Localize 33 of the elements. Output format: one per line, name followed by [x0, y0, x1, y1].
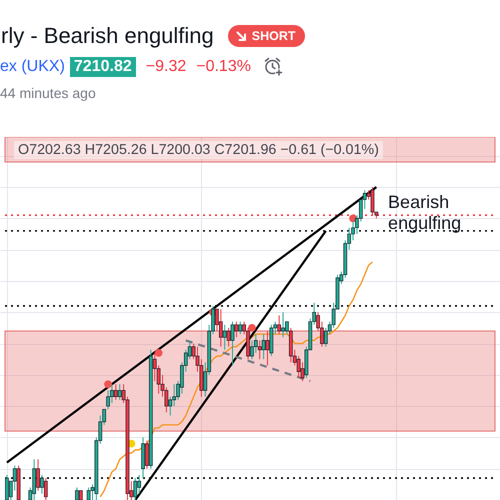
annotation: Bearish engulfing [388, 192, 462, 234]
point [104, 380, 112, 388]
candlestick [75, 486, 79, 500]
chart-title: rly - Bearish engulfing [0, 23, 214, 49]
text: 7210.82 [70, 56, 136, 76]
candlestick [218, 308, 223, 348]
candlestick [36, 458, 40, 492]
candlestick [234, 321, 238, 338]
candlestick [230, 321, 234, 366]
point [248, 324, 256, 332]
candlestick [258, 340, 262, 360]
text: O7202.63 H7205.26 L7200.03 C7201.96 −0.61 (−0.01%) [14, 141, 383, 159]
text: SHORT [252, 29, 296, 43]
candlestick [114, 384, 118, 400]
candlestick [5, 474, 9, 500]
candlestick [44, 478, 48, 500]
candlestick [266, 330, 270, 366]
candlestick [238, 321, 242, 335]
candlestick [262, 334, 266, 360]
point [154, 349, 162, 357]
text: 44 minutes ago [0, 84, 96, 102]
candlestick [222, 324, 227, 350]
candlestick [277, 314, 282, 335]
candlestick [137, 474, 142, 494]
text: −9.32 [146, 56, 186, 76]
candlestick [133, 478, 138, 500]
text: −0.13% [196, 56, 251, 76]
candlestick [281, 312, 285, 338]
candlestick [226, 327, 230, 348]
candlestick [86, 486, 90, 500]
text: ex (UKX) [0, 56, 65, 76]
candlestick [118, 384, 122, 400]
candlestick [78, 490, 83, 500]
